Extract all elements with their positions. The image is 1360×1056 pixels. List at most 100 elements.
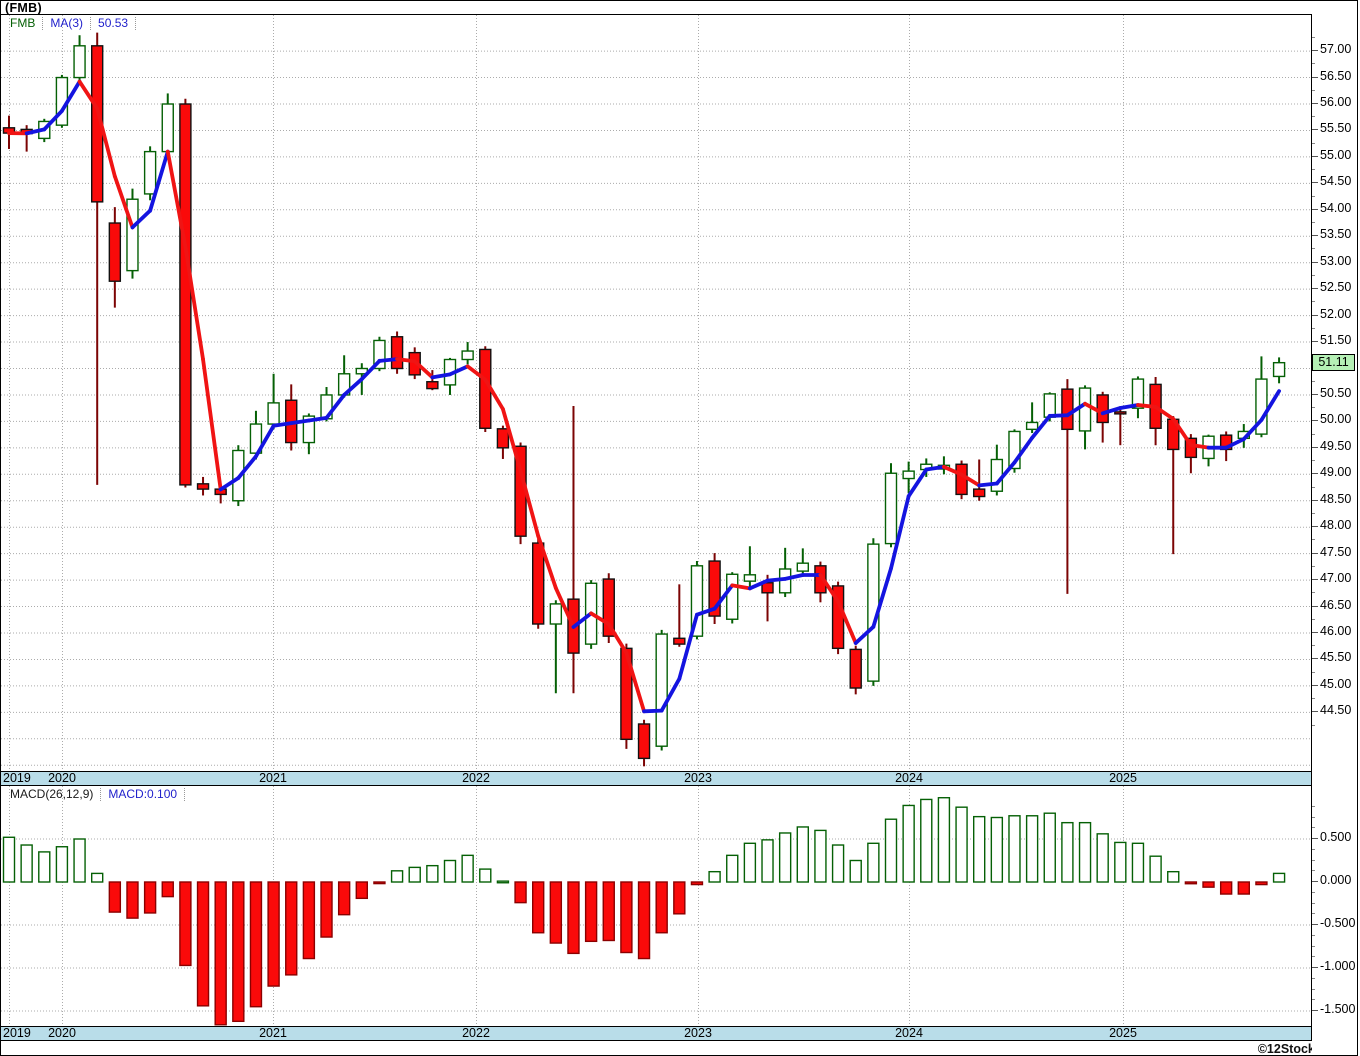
candle-down <box>1114 409 1127 446</box>
macd-bar-negative <box>655 881 668 934</box>
candle-up <box>1255 356 1268 438</box>
price-axis-minor-tick <box>1312 671 1315 673</box>
candle-body <box>73 45 86 79</box>
price-axis-tick <box>1312 711 1318 713</box>
macd-bar-positive <box>778 832 792 883</box>
ma-segment <box>1224 437 1246 450</box>
macd-bar-positive <box>973 815 986 883</box>
price-axis-minor-tick <box>1312 36 1315 38</box>
ticker-title: (FMB) <box>5 1 42 15</box>
price-axis-minor-tick <box>1312 142 1315 144</box>
ma-segment <box>1241 418 1264 441</box>
macd-axis-minor-tick <box>1312 848 1315 850</box>
candle-body <box>461 350 474 361</box>
candle-down <box>108 207 122 308</box>
ma-segment <box>1012 435 1035 465</box>
macd-bar-negative <box>143 881 157 914</box>
price-axis-minor-tick <box>1312 89 1315 91</box>
macd-bar-positive <box>831 844 845 883</box>
price-axis-label: 46.00 <box>1320 624 1352 638</box>
candle-body <box>196 483 210 490</box>
macd-bar-positive <box>884 818 898 883</box>
ma-segment <box>77 79 100 111</box>
ma-segment <box>201 357 223 492</box>
macd-bar-positive <box>90 872 104 883</box>
macd-bar-positive <box>1149 855 1162 883</box>
macd-bar-negative <box>1255 881 1268 886</box>
macd-bar-positive <box>849 859 862 883</box>
candle-down <box>196 476 210 496</box>
ma-segment <box>395 357 417 364</box>
candle-body <box>1096 394 1109 424</box>
price-axis-tick <box>1312 420 1318 422</box>
macd-bar-positive <box>1078 821 1092 883</box>
macd-bar-positive <box>496 880 510 884</box>
candle-body <box>849 648 862 689</box>
macd-bar-negative <box>161 881 174 898</box>
year-label: 2025 <box>1109 1026 1137 1040</box>
macd-bar-positive <box>1008 815 1021 883</box>
legend-symbol: FMB <box>3 17 44 30</box>
price-axis-label: 57.00 <box>1320 42 1352 57</box>
price-axis-label: 48.50 <box>1320 491 1352 506</box>
macd-bar-positive <box>2 836 16 883</box>
candle-down <box>426 370 439 391</box>
price-axis-minor-tick <box>1312 274 1315 276</box>
macd-axis-label: 0.500 <box>1320 830 1352 844</box>
candle-body <box>390 336 404 370</box>
legend-macd-value: MACD:0.100 <box>101 788 186 801</box>
price-axis-tick <box>1312 208 1318 210</box>
macd-axis-label: -1.000 <box>1320 959 1356 973</box>
macd-bar-negative <box>249 881 263 1008</box>
ma-line <box>7 79 1281 714</box>
macd-bar-positive <box>390 870 404 883</box>
macd-bar-negative <box>567 881 580 955</box>
candle-up <box>1025 402 1039 434</box>
macd-bar-positive <box>1114 841 1127 883</box>
ma-segment <box>1030 414 1052 440</box>
macd-bar-positive <box>1131 842 1145 883</box>
price-panel: FMB MA(3) 50.53 <box>1 14 1312 771</box>
candle-down <box>973 459 986 501</box>
candle-up <box>373 336 386 372</box>
price-axis-label: 56.00 <box>1320 95 1352 109</box>
price-axis-label: 55.00 <box>1320 147 1352 162</box>
candle-body <box>673 637 686 645</box>
candle-down <box>285 384 298 451</box>
macd-bar-positive <box>38 851 51 883</box>
price-axis-minor-tick <box>1312 327 1315 329</box>
ma-segment <box>765 576 788 583</box>
macd-bar-positive <box>761 839 774 883</box>
ma-segment <box>818 573 840 604</box>
ma-segment <box>783 573 805 581</box>
price-axis-tick <box>1312 499 1318 501</box>
price-axis-minor-tick <box>1312 169 1315 171</box>
candle-up <box>902 461 915 494</box>
price-axis-minor-tick <box>1312 539 1315 541</box>
macd-bar-negative <box>637 881 651 960</box>
candle-body <box>620 647 633 741</box>
ma-segment <box>889 494 911 571</box>
price-axis-tick <box>1312 393 1318 395</box>
macd-panel: MACD(26,12,9) MACD:0.100 <box>1 786 1312 1026</box>
candle-down <box>20 125 33 152</box>
ma-segment <box>553 586 576 629</box>
year-label: 2023 <box>684 1026 712 1040</box>
macd-bar-negative <box>602 881 615 942</box>
candle-body <box>1272 361 1286 378</box>
candle-body <box>990 458 1004 492</box>
candle-down <box>708 553 721 625</box>
ma-segment <box>359 359 382 381</box>
candle-up <box>126 188 139 279</box>
price-axis-tick <box>1312 50 1318 52</box>
ma-segment <box>730 583 752 591</box>
price-axis-tick <box>1312 341 1318 343</box>
macd-bars <box>2 797 1286 1026</box>
price-axis-minor-tick <box>1312 195 1315 197</box>
candle-body <box>373 339 386 370</box>
macd-bar-negative <box>355 881 368 900</box>
macd-bar-positive <box>1272 872 1286 883</box>
ma-segment <box>501 407 523 473</box>
candle-body <box>532 542 545 625</box>
